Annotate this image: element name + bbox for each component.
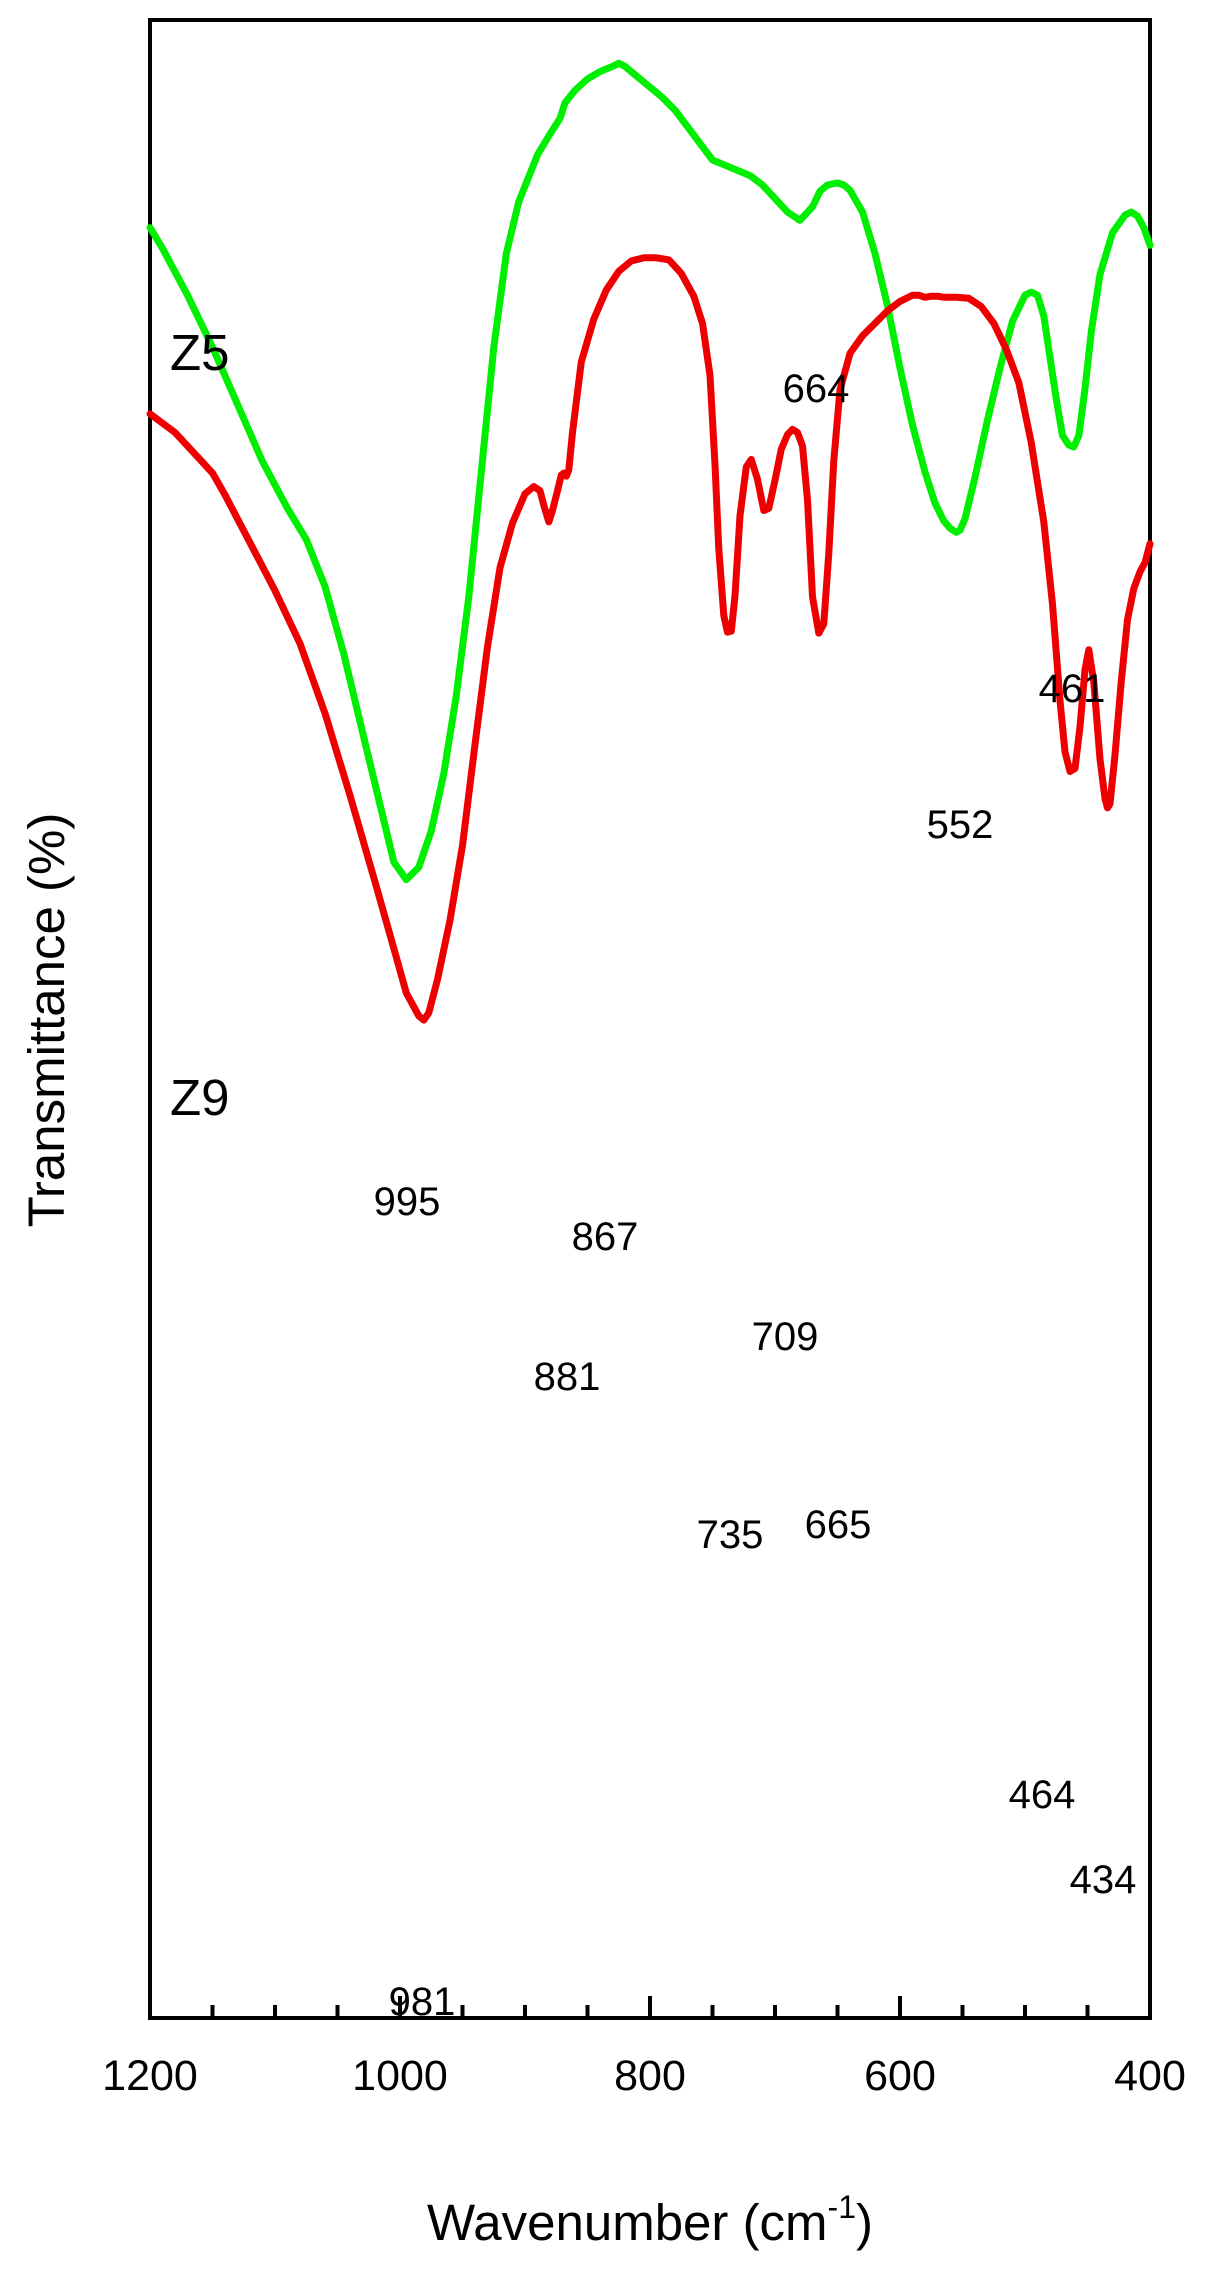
x-tick-label: 800 xyxy=(614,2052,686,2100)
series-label-z5: Z5 xyxy=(170,324,230,381)
plot-frame xyxy=(148,18,1152,2020)
peak-label: 461 xyxy=(1039,667,1106,711)
y-axis-label: Transmittance (%) xyxy=(18,813,75,1228)
peak-label: 664 xyxy=(783,367,850,411)
x-axis-label: Wavenumber (cm-1) xyxy=(427,2189,873,2251)
peak-label: 552 xyxy=(927,803,994,847)
x-tick-label: 600 xyxy=(864,2052,936,2100)
peak-label: 981 xyxy=(389,1980,456,2024)
peak-label: 995 xyxy=(374,1180,441,1224)
x-tick-label: 400 xyxy=(1114,2052,1186,2100)
x-tick-label: 1000 xyxy=(352,2052,448,2100)
peak-label: 434 xyxy=(1070,1858,1137,1902)
x-ticks: 1200 1000 800 600 400 xyxy=(102,1996,1186,2100)
labels-layer: Z5 Z9 664 552 461 995 867 881 709 735 665 464 434 981 xyxy=(170,324,1136,2024)
peak-label: 665 xyxy=(805,1503,872,1547)
series-line-z9 xyxy=(146,254,1154,1024)
peak-label: 735 xyxy=(697,1513,764,1557)
series-label-z9: Z9 xyxy=(170,1069,230,1126)
peak-label: 867 xyxy=(572,1215,639,1259)
peak-label: 881 xyxy=(534,1355,601,1399)
series-line-z5 xyxy=(146,59,1154,884)
peak-label: 464 xyxy=(1009,1773,1076,1817)
series-layer xyxy=(146,59,1154,1024)
x-tick-label: 1200 xyxy=(102,2052,198,2100)
peak-label: 709 xyxy=(752,1315,819,1359)
